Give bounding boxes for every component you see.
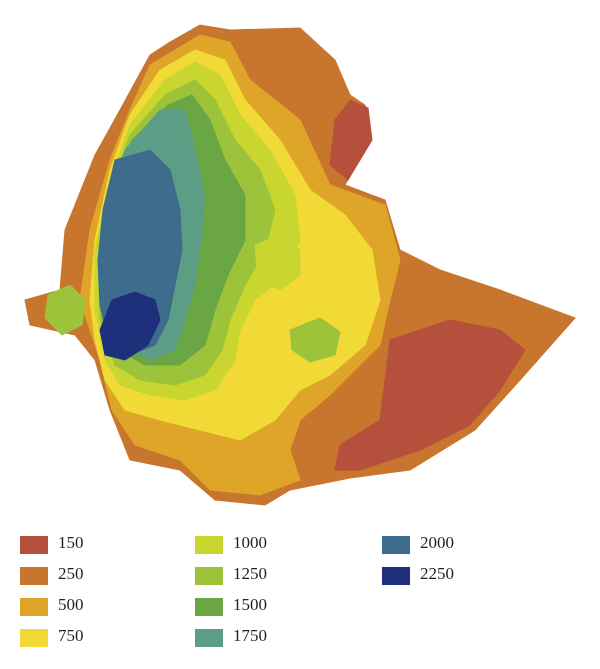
legend-label: 1000 [233, 533, 267, 552]
legend-label: 1250 [233, 564, 267, 583]
legend-swatch [20, 629, 48, 647]
legend-swatch [20, 598, 48, 616]
legend-label: 150 [58, 533, 84, 552]
map-zone-150-south [334, 319, 526, 471]
legend-label: 250 [58, 564, 84, 583]
legend-swatch [382, 536, 410, 554]
legend-label: 2000 [420, 533, 454, 552]
legend-swatch [382, 567, 410, 585]
map-legend: 150 250 500 750 1000 1250 1500 17 [20, 528, 590, 658]
legend-label: 750 [58, 626, 84, 645]
legend-label: 500 [58, 595, 84, 614]
legend-swatch [195, 629, 223, 647]
legend-label: 1750 [233, 626, 267, 645]
map-zone-1250-east [289, 317, 341, 363]
legend-swatch [20, 567, 48, 585]
map-zone-150-north [329, 99, 373, 181]
legend-swatch [195, 567, 223, 585]
legend-label: 2250 [420, 564, 454, 583]
legend-swatch [195, 536, 223, 554]
map-zone-1250-west [44, 284, 86, 336]
legend-label: 1500 [233, 595, 267, 614]
legend-swatch [195, 598, 223, 616]
map-zone-2250 [99, 291, 161, 361]
rainfall-map [24, 24, 576, 506]
map-zone-1000-east [254, 234, 301, 291]
legend-swatch [20, 536, 48, 554]
